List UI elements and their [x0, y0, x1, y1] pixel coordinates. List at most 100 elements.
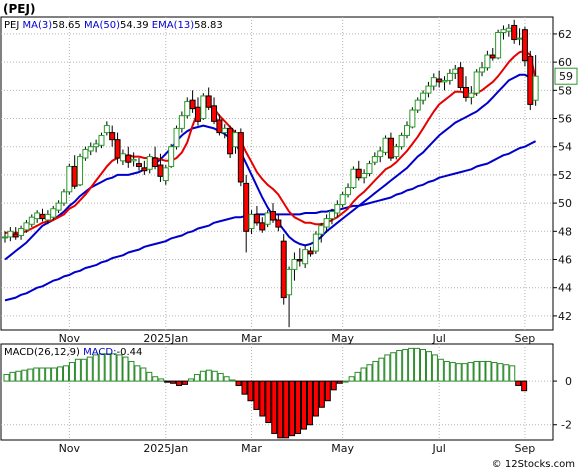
candle: [527, 50, 534, 111]
candle-body-down: [12, 233, 19, 238]
candle-body-up: [103, 125, 110, 134]
candle-body-down: [259, 222, 266, 231]
legend-text: PEJ MA(3)58.65 MA(50)54.39 EMA(13)58.83: [4, 20, 223, 31]
price-tick-label: 58: [558, 84, 572, 97]
candle: [484, 50, 491, 71]
candle-body-up: [34, 212, 41, 220]
candle: [253, 205, 260, 226]
macd-bar-positive: [461, 363, 468, 382]
candle: [237, 128, 244, 187]
candle: [77, 153, 84, 187]
legend-label: PEJ: [4, 20, 19, 31]
candle: [371, 152, 378, 166]
macd-bar-positive: [74, 358, 81, 382]
candle: [168, 143, 175, 168]
candle: [227, 125, 234, 158]
macd-bar-positive: [372, 360, 379, 382]
macd-bar-positive: [39, 367, 46, 382]
candle: [398, 132, 405, 150]
candle: [130, 152, 137, 167]
candle-body-down: [387, 137, 394, 159]
macd-bar-positive: [449, 362, 456, 382]
candle-body-down: [462, 86, 469, 98]
candle: [189, 90, 196, 113]
candle-body-up: [441, 79, 448, 83]
candle-body-down: [296, 259, 303, 262]
macd-date-label: Mar: [241, 442, 262, 455]
candle-body-up: [264, 212, 271, 225]
candle-body-down: [141, 167, 148, 172]
candle-body-up: [446, 72, 453, 81]
candle-body-down: [216, 119, 223, 134]
candle: [23, 220, 30, 233]
candles: [2, 19, 539, 328]
candle-body-down: [253, 213, 260, 224]
candle-body-up: [221, 127, 228, 134]
legend-label: EMA(13): [152, 20, 194, 31]
candle: [312, 231, 319, 254]
candle-body-up: [93, 143, 100, 148]
candle-body-down: [307, 250, 314, 255]
macd-bar-positive: [116, 354, 123, 382]
macd-tick-label: 0: [565, 375, 572, 388]
last-price-box: [554, 67, 578, 85]
candle-body-up: [382, 137, 389, 153]
macd-bar-negative: [271, 380, 278, 434]
macd-bar-positive: [45, 367, 52, 382]
candle-body-up: [366, 163, 373, 174]
macd-bar-negative: [265, 380, 272, 424]
candle-body-up: [178, 115, 185, 129]
price-panel-frame: [0, 16, 554, 331]
candle: [211, 97, 218, 125]
candle-body-up: [119, 153, 126, 162]
macd-date-label: Sep: [515, 442, 536, 455]
macd-date-label: 2025Jan: [143, 442, 188, 455]
candle: [28, 214, 35, 228]
candle-body-up: [291, 259, 298, 270]
candle: [366, 160, 373, 177]
macd-bar-positive: [86, 356, 93, 382]
candle-body-down: [114, 139, 121, 159]
candle-body-up: [98, 134, 105, 146]
candle: [82, 146, 89, 161]
macd-bar-negative: [289, 380, 296, 437]
price-tick-label: 48: [558, 225, 572, 238]
macd-bar-positive: [104, 353, 111, 382]
candle-body-down: [237, 132, 244, 183]
candle: [200, 93, 207, 120]
price-tick-label: 56: [558, 113, 572, 126]
price-date-label: Mar: [241, 332, 262, 345]
candle: [532, 55, 539, 106]
macd-bar-negative: [182, 380, 188, 385]
macd-bar-positive: [33, 367, 40, 382]
legend-label: MACD:: [83, 347, 116, 358]
candle: [216, 114, 223, 136]
candle: [414, 97, 421, 113]
candle: [87, 142, 94, 156]
macd-bar-positive: [491, 362, 498, 382]
macd-tick-label: -2: [561, 419, 572, 432]
candle: [270, 203, 276, 223]
candle-body-up: [82, 149, 89, 159]
macd-bar-positive: [9, 371, 16, 382]
macd-bar-positive: [27, 368, 34, 382]
macd-bar-negative: [306, 380, 313, 426]
candle-body-down: [511, 24, 518, 41]
candle: [328, 208, 335, 225]
candle: [462, 76, 469, 102]
macd-bar-positive: [110, 353, 117, 382]
macd-bar-positive: [122, 356, 129, 382]
candle-body-up: [361, 173, 368, 179]
candle-body-up: [173, 127, 180, 148]
ema13-line: [5, 49, 537, 234]
macd-bar-positive: [396, 350, 403, 382]
candle: [178, 111, 185, 133]
candle: [339, 191, 346, 208]
price-tick-label: 60: [558, 56, 572, 69]
candle-body-down: [136, 163, 142, 167]
candle-body-down: [152, 157, 159, 167]
macd-bar-positive: [414, 347, 421, 382]
macd-bar-positive: [211, 370, 218, 382]
candle-body-down: [157, 164, 164, 177]
